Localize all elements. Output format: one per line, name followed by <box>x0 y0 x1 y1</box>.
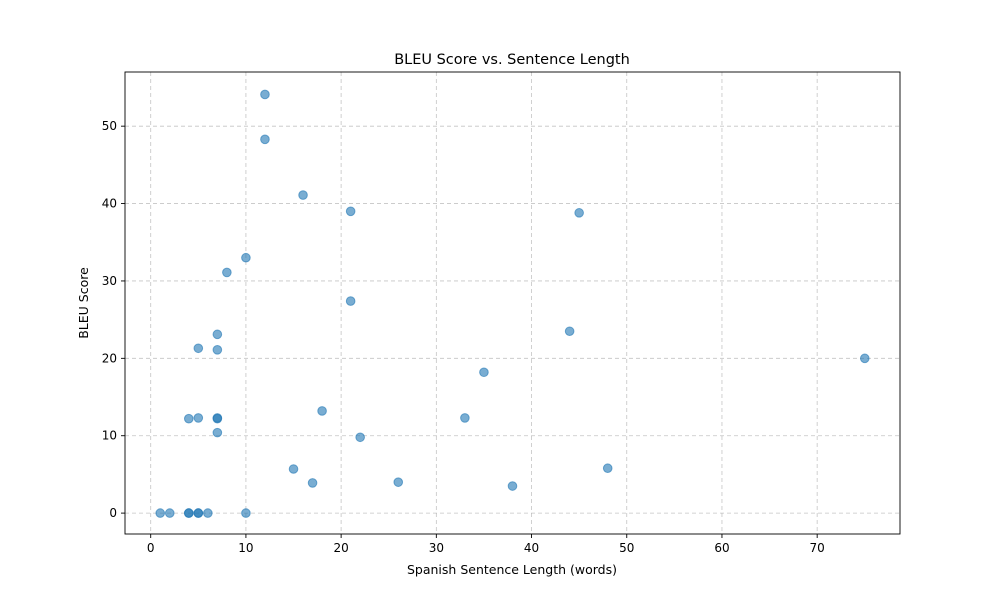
grid <box>125 72 900 534</box>
data-point <box>564 326 575 337</box>
data-point <box>212 345 223 355</box>
data-point <box>574 208 584 218</box>
data-point <box>345 296 356 306</box>
data-point <box>288 464 299 474</box>
data-point <box>183 508 194 518</box>
data-point <box>212 329 223 340</box>
data-point <box>260 134 270 145</box>
data-point <box>183 413 194 424</box>
chart-title: BLEU Score vs. Sentence Length <box>394 52 630 68</box>
data-point <box>345 206 356 217</box>
data-point <box>507 481 518 491</box>
data-point <box>317 406 327 416</box>
data-point <box>307 478 318 488</box>
data-point <box>355 432 365 443</box>
data-point <box>260 89 270 100</box>
data-point <box>193 413 204 423</box>
data-point <box>212 413 223 424</box>
x-tick-label: 30 <box>429 541 444 555</box>
y-tick-label: 20 <box>102 351 117 365</box>
x-tick-label: 20 <box>333 541 348 555</box>
data-point <box>460 413 470 423</box>
y-tick-label: 30 <box>102 274 117 288</box>
x-tick-label: 50 <box>619 541 634 555</box>
data-point <box>859 353 870 364</box>
data-point <box>155 508 166 518</box>
axis-ticks: 0 10 20 30 40 50 60 70 0 10 20 30 40 50 <box>102 119 825 555</box>
x-tick-label: 40 <box>524 541 539 555</box>
x-axis-label: Spanish Sentence Length (words) <box>407 562 617 577</box>
data-point <box>479 367 489 378</box>
x-tick-label: 10 <box>238 541 253 555</box>
data-point <box>164 508 175 518</box>
x-tick-label: 60 <box>714 541 729 555</box>
y-tick-label: 10 <box>102 429 117 443</box>
x-tick-label: 0 <box>147 541 155 555</box>
data-point <box>193 508 204 518</box>
plot-area-frame <box>124 71 901 535</box>
data-point <box>222 267 232 278</box>
data-point <box>241 508 251 518</box>
data-point <box>193 343 204 354</box>
data-point <box>212 427 223 438</box>
y-axis-label: BLEU Score <box>76 267 91 339</box>
x-tick-label: 70 <box>810 541 825 555</box>
data-point <box>602 463 613 474</box>
y-tick-label: 40 <box>102 197 117 211</box>
data-points <box>155 89 870 518</box>
y-tick-label: 0 <box>109 506 117 520</box>
data-point <box>241 252 251 263</box>
y-tick-label: 50 <box>102 119 117 133</box>
data-point <box>203 508 213 518</box>
data-point <box>393 477 404 487</box>
data-point <box>298 190 308 200</box>
